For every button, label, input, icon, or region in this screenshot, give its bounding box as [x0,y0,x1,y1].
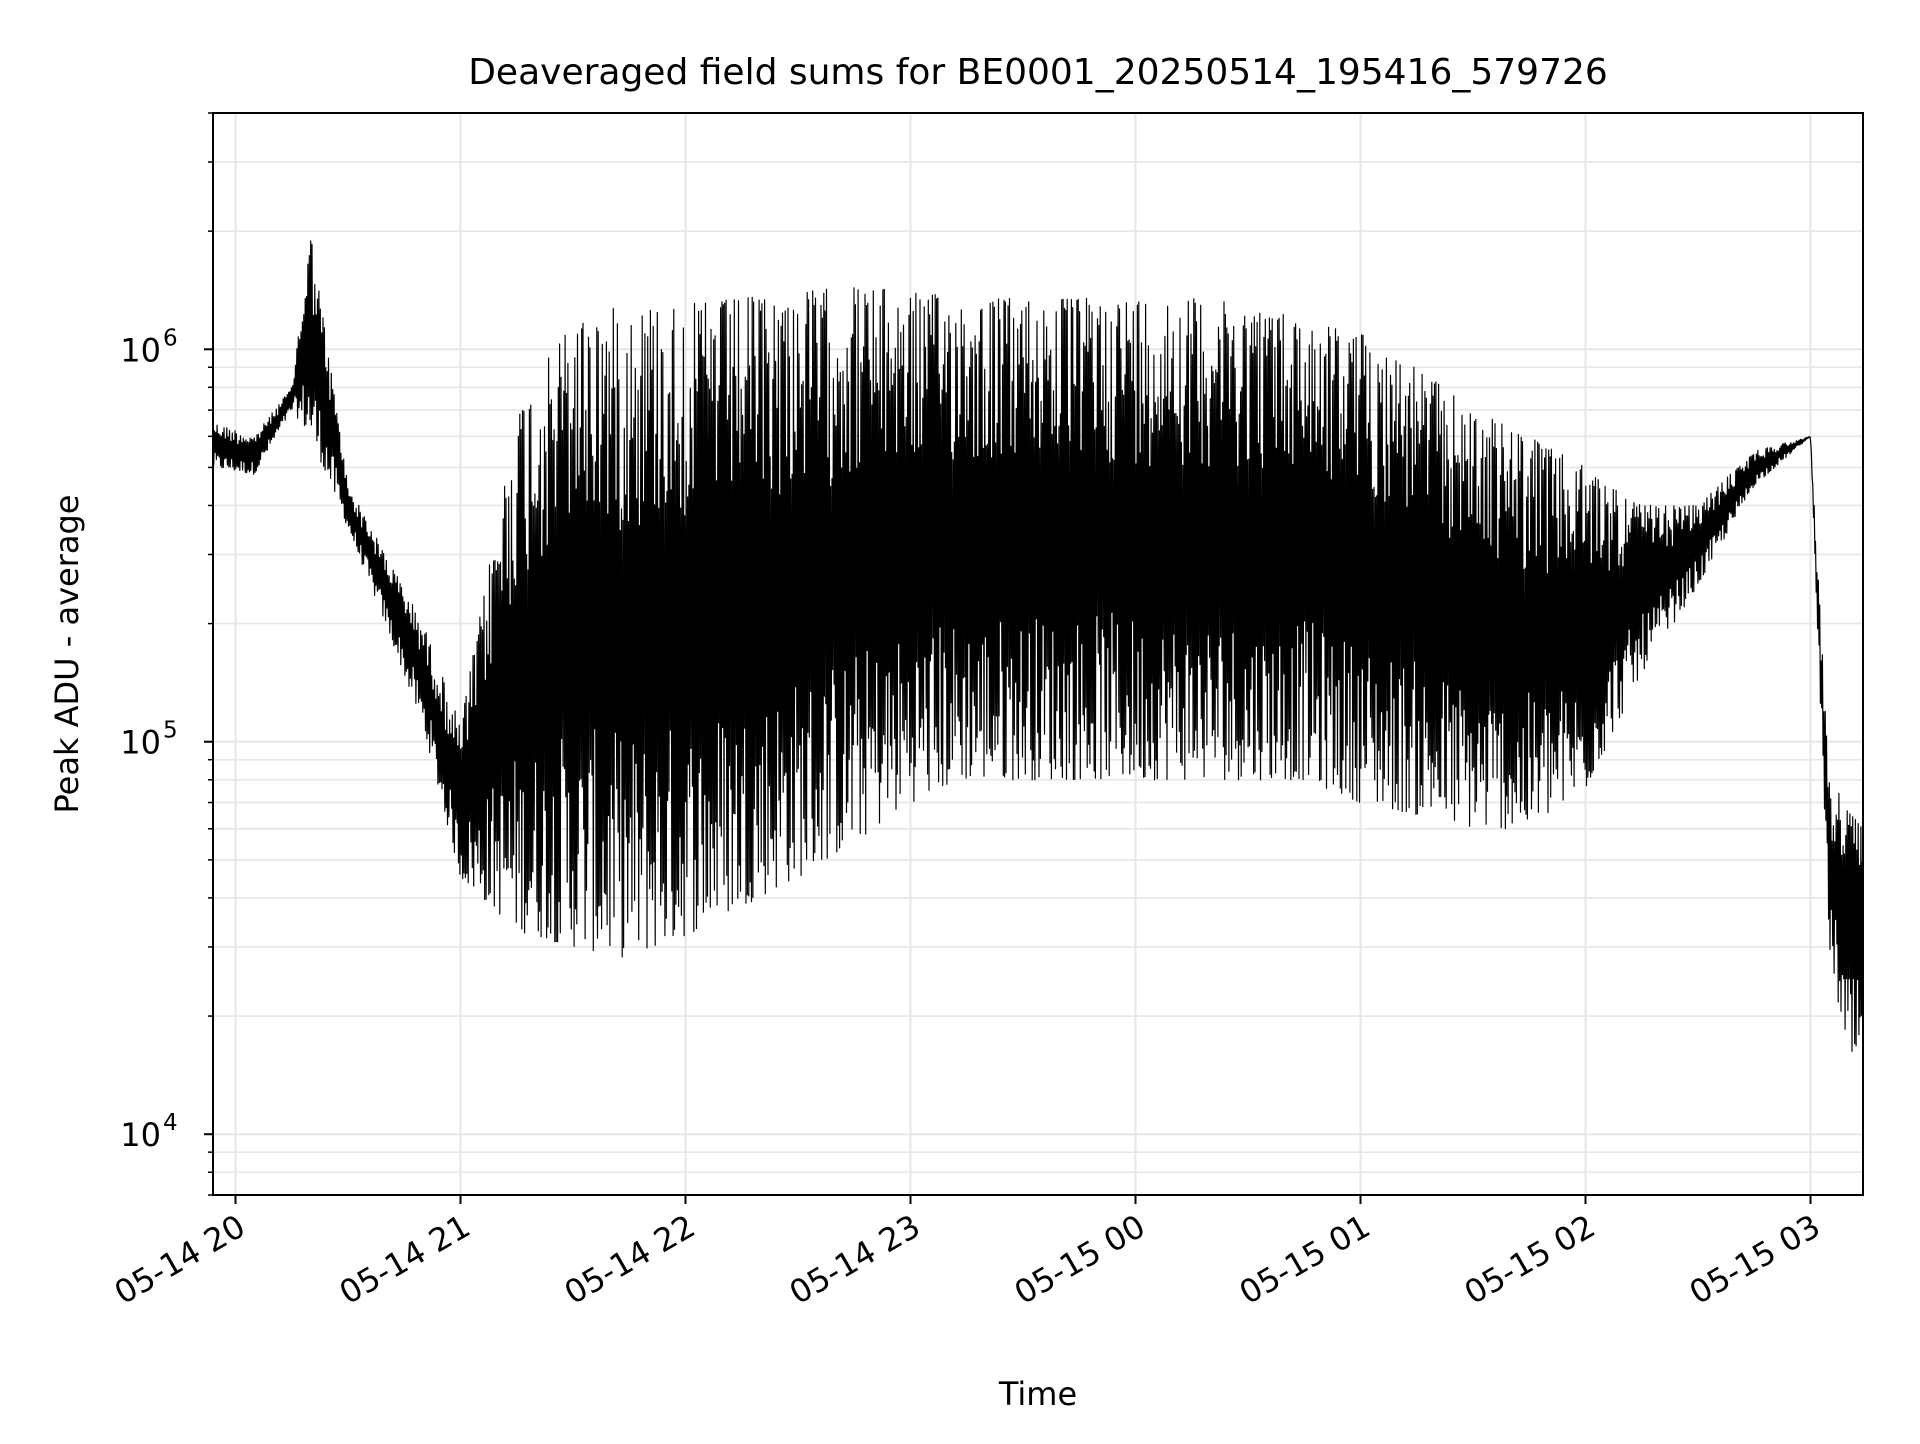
y-tick-label: 10 [120,724,161,762]
data-series [212,240,1864,1052]
chart-title: Deaveraged field sums for BE0001_2025051… [468,52,1608,93]
y-tick-exponent: 5 [163,718,178,744]
y-tick-label: 10 [120,1116,161,1154]
x-axis-label: Time [998,1375,1077,1413]
plot-frame [212,112,1864,1196]
y-tick-exponent: 6 [163,325,178,351]
series-line [212,240,1864,1052]
y-tick-label: 10 [120,331,161,369]
y-tick-exponent: 4 [163,1110,178,1136]
y-axis-label: Peak ADU - average [48,495,86,814]
